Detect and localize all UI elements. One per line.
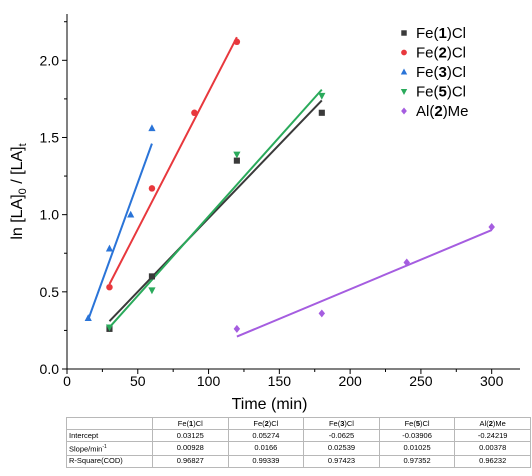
point-al2me [233, 324, 241, 333]
x-tick-label: 50 [130, 373, 146, 389]
x-tick-label: 300 [480, 373, 504, 389]
fit-lines [87, 36, 493, 338]
x-tick-label: 100 [197, 373, 221, 389]
y-title-subscript: t [17, 143, 29, 146]
legend-label-fe5cl: Fe(5)Cl [416, 84, 466, 101]
table-row: R-Square(COD) 0.96827 0.99339 0.97423 0.9735… [66, 454, 531, 468]
table-cell: -0.03906 [378, 429, 456, 442]
table-cell: 0.03125 [152, 429, 229, 442]
table-cell: 0.96232 [454, 454, 531, 468]
point-fe2cl [106, 283, 113, 291]
table-row-label: Intercept [66, 429, 153, 442]
fit-line-fe2cl [108, 36, 238, 285]
point-fe3cl [127, 210, 135, 218]
legend-marker-fe1cl [401, 30, 407, 36]
table-corner-cell [66, 417, 153, 430]
point-fe5cl [318, 92, 326, 100]
point-fe3cl [105, 244, 114, 252]
x-tick-label: 150 [268, 373, 292, 389]
table-column-header: Al(2)Me [454, 417, 531, 430]
fit-line-fe1cl [108, 99, 323, 322]
point-fe3cl [84, 314, 92, 321]
table-cell: 0.05274 [227, 429, 305, 442]
kinetics-chart: 0 50 100 150 200 250 300 0.0 0.5 1.0 1.5 2.0 Time (m… [9, 14, 520, 413]
table-cell: 0.02539 [303, 441, 380, 456]
y-tick-label: 1.5 [40, 129, 60, 145]
table-cell: 0.0166 [227, 441, 305, 456]
table-row-label: R-Square(COD) [66, 454, 153, 468]
point-fe1cl [233, 157, 240, 164]
point-fe2cl [191, 109, 198, 117]
y-axis-title: ln [LA]0 / [LA]t [9, 143, 29, 239]
legend-label-fe2cl: Fe(2)Cl [416, 45, 466, 62]
data-points [84, 38, 495, 333]
table-cell: -0.24219 [454, 429, 531, 442]
legend: Fe(1)Cl Fe(2)Cl Fe(3)Cl Fe(5)Cl Al(2)Me [400, 25, 469, 120]
y-tick-label: 2.0 [40, 52, 60, 68]
point-fe2cl [233, 38, 241, 46]
table-cell: 0.99339 [227, 454, 305, 468]
fit-parameters-table: Fe(1)Cl Fe(2)Cl Fe(3)Cl Fe(5)Cl Al(2)Me Inter… [66, 417, 531, 468]
y-title-subscript: 0 [17, 188, 29, 194]
legend-marker-fe3cl [400, 68, 408, 75]
table-row-label: Slope/min-1 [66, 441, 153, 456]
fit-line-fe3cl [87, 143, 153, 320]
table-cell: -0.0625 [303, 429, 380, 442]
y-tick-label: 1.0 [40, 207, 60, 223]
table-header-row: Fe(1)Cl Fe(2)Cl Fe(3)Cl Fe(5)Cl Al(2)Me [66, 417, 531, 430]
point-fe3cl [148, 124, 156, 132]
axes: 0 50 100 150 200 250 300 0.0 0.5 1.0 1.5 2.0 Time (m… [9, 14, 520, 413]
table-column-header: Fe(1)Cl [152, 417, 229, 430]
legend-label-fe3cl: Fe(3)Cl [416, 64, 466, 81]
point-al2me [318, 309, 326, 318]
y-tick-label: 0.0 [40, 361, 60, 377]
legend-label-fe1cl: Fe(1)Cl [416, 25, 466, 42]
legend-label-al2me: Al(2)Me [416, 103, 469, 120]
table-cell: 0.00378 [454, 441, 531, 456]
fit-line-al2me [236, 229, 493, 338]
x-tick-label: 250 [409, 373, 433, 389]
point-fe5cl [233, 151, 241, 159]
table-cell: 0.97352 [378, 454, 456, 468]
table-cell: 0.00928 [152, 441, 229, 456]
point-al2me [403, 258, 410, 267]
point-fe1cl [148, 273, 155, 280]
table-cell: 0.01025 [378, 441, 456, 456]
fit-line-fe5cl [108, 88, 323, 328]
x-tick-label: 0 [63, 373, 71, 389]
x-axis-title: Time (min) [232, 396, 308, 413]
table-cell: 0.96827 [152, 454, 229, 468]
point-fe1cl [318, 109, 325, 116]
y-tick-label: 0.5 [40, 284, 60, 300]
table-row: Slope/min-1 0.00928 0.0166 0.02539 0.01025 0.… [66, 441, 531, 456]
table-column-header: Fe(5)Cl [378, 417, 456, 430]
point-fe5cl [105, 324, 114, 332]
table-row: Intercept 0.03125 0.05274 -0.0625 -0.03906 -0… [66, 429, 531, 442]
point-al2me [488, 223, 495, 231]
legend-marker-fe2cl [401, 49, 407, 56]
x-tick-label: 200 [338, 373, 362, 389]
point-fe2cl [148, 185, 156, 192]
legend-marker-al2me [401, 107, 407, 115]
legend-marker-fe5cl [400, 88, 408, 96]
table-cell: 0.97423 [303, 454, 380, 468]
point-fe5cl [148, 287, 156, 295]
table-column-header: Fe(2)Cl [227, 417, 305, 430]
table-column-header: Fe(3)Cl [303, 417, 380, 430]
